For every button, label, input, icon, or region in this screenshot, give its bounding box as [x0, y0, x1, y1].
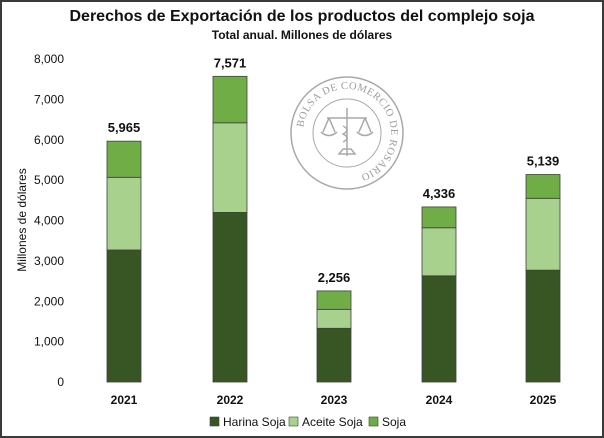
bar-segment-soja [212, 75, 248, 124]
y-tick-label: 8,000 [34, 52, 64, 66]
bar-segment-soja [525, 174, 561, 199]
bar-segment-aceite-soja [106, 176, 142, 251]
bar-segment-harina-soja [316, 327, 352, 383]
scales-emblem-icon [320, 108, 374, 156]
bars [106, 75, 561, 383]
legend-label: Soja [382, 415, 406, 429]
chart-subtitle: Total anual. Millones de dólares [211, 28, 393, 42]
y-axis-label: Millones de dólares [15, 168, 29, 271]
legend-label: Harina Soja [223, 415, 286, 429]
y-tick-label: 5,000 [34, 173, 64, 187]
x-tick-label: 2021 [111, 393, 138, 407]
bar-segment-harina-soja [421, 275, 457, 383]
bar-segment-soja [421, 206, 457, 229]
bar-segment-aceite-soja [421, 227, 457, 277]
x-tick-label: 2024 [426, 393, 453, 407]
legend-swatch [368, 416, 379, 427]
bar-total-label: 2,256 [318, 270, 351, 285]
total-labels: 5,965 7,571 2,256 4,336 5,139 [108, 55, 560, 285]
legend-label: Aceite Soja [302, 415, 363, 429]
bar-segment-harina-soja [525, 269, 561, 383]
legend: Harina Soja Aceite Soja Soja [209, 415, 406, 429]
y-tick-label: 3,000 [34, 254, 64, 268]
watermark-seal: BOLSA DE COMERCIO DE ROSARIO [290, 76, 404, 190]
chart-title: Derechos de Exportación de los productos… [69, 8, 535, 25]
bar-total-label: 4,336 [423, 186, 456, 201]
x-tick-label: 2025 [530, 393, 557, 407]
bar-total-label: 7,571 [214, 55, 247, 70]
x-axis-ticks: 2021 2022 2023 2024 2025 [111, 393, 557, 407]
bar-segment-soja [106, 140, 142, 178]
bar-segment-harina-soja [212, 212, 248, 383]
y-tick-label: 7,000 [34, 92, 64, 106]
bar-segment-aceite-soja [316, 308, 352, 329]
x-tick-label: 2023 [321, 393, 348, 407]
x-tick-label: 2022 [217, 393, 244, 407]
bar-total-label: 5,965 [108, 120, 141, 135]
y-tick-label: 4,000 [34, 214, 64, 228]
bar-segment-aceite-soja [525, 197, 561, 271]
y-tick-label: 2,000 [34, 294, 64, 308]
y-tick-label: 6,000 [34, 133, 64, 147]
bar-segment-harina-soja [106, 249, 142, 383]
legend-swatch [209, 416, 220, 427]
legend-swatch [288, 416, 299, 427]
y-tick-label: 1,000 [34, 335, 64, 349]
bar-segment-aceite-soja [212, 122, 248, 213]
bar-segment-soja [316, 290, 352, 310]
bar-total-label: 5,139 [527, 154, 560, 169]
y-axis-ticks: 0 1,000 2,000 3,000 4,000 5,000 6,000 7,000 8,00… [34, 52, 64, 389]
y-tick-label: 0 [57, 375, 64, 389]
